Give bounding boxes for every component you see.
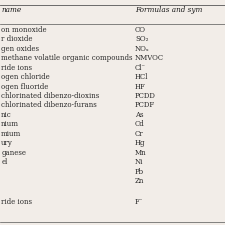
Text: HCl: HCl — [135, 73, 148, 81]
Text: SO₂: SO₂ — [135, 35, 148, 43]
Text: name: name — [1, 6, 21, 14]
Text: nium: nium — [1, 120, 19, 128]
Text: ride ions: ride ions — [1, 198, 32, 206]
Text: Hg: Hg — [135, 139, 146, 147]
Text: chlorinated dibenzo-furans: chlorinated dibenzo-furans — [1, 101, 97, 109]
Text: gen oxides: gen oxides — [1, 45, 39, 53]
Text: Cd: Cd — [135, 120, 145, 128]
Text: r dioxide: r dioxide — [1, 35, 33, 43]
Text: Zn: Zn — [135, 177, 144, 185]
Text: chlorinated dibenzo-dioxins: chlorinated dibenzo-dioxins — [1, 92, 99, 100]
Text: on monoxide: on monoxide — [1, 26, 47, 34]
Text: Pb: Pb — [135, 167, 144, 176]
Text: NMVOC: NMVOC — [135, 54, 164, 62]
Text: Mn: Mn — [135, 149, 147, 157]
Text: F⁻: F⁻ — [135, 198, 144, 206]
Text: Formulas and sym: Formulas and sym — [135, 6, 202, 14]
Text: NOₓ: NOₓ — [135, 45, 150, 53]
Text: el: el — [1, 158, 7, 166]
Text: PCDF: PCDF — [135, 101, 155, 109]
Text: Cr: Cr — [135, 130, 144, 138]
Text: CO: CO — [135, 26, 146, 34]
Text: ride ions: ride ions — [1, 64, 32, 72]
Text: methane volatile organic compounds: methane volatile organic compounds — [1, 54, 133, 62]
Text: mium: mium — [1, 130, 21, 138]
Text: HF: HF — [135, 83, 146, 90]
Text: nic: nic — [1, 111, 12, 119]
Text: ury: ury — [1, 139, 13, 147]
Text: As: As — [135, 111, 144, 119]
Text: ganese: ganese — [1, 149, 26, 157]
Text: Ni: Ni — [135, 158, 143, 166]
Text: PCDD: PCDD — [135, 92, 156, 100]
Text: ogen fluoride: ogen fluoride — [1, 83, 49, 90]
Text: Cl⁻: Cl⁻ — [135, 64, 146, 72]
Text: ogen chloride: ogen chloride — [1, 73, 50, 81]
